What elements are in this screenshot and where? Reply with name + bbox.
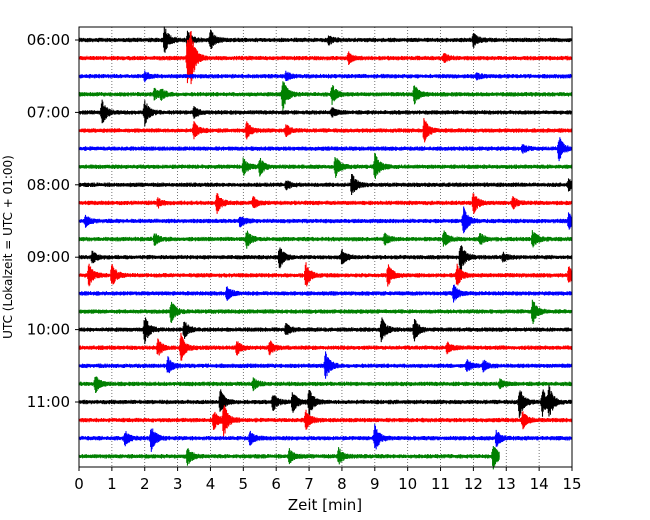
x-tick-label: 11	[431, 475, 450, 493]
x-tick-label: 12	[464, 475, 483, 493]
x-tick-label: 0	[74, 475, 84, 493]
x-tick-label: 15	[562, 475, 581, 493]
x-tick-label: 14	[530, 475, 549, 493]
y-tick-label: 09:00	[27, 248, 70, 266]
x-tick-label: 6	[271, 475, 281, 493]
y-tick-label: 07:00	[27, 103, 70, 121]
x-tick-label: 8	[337, 475, 347, 493]
trace-1145	[78, 445, 500, 470]
x-tick-label: 2	[140, 475, 150, 493]
plot-frame	[78, 26, 573, 468]
x-tick-label: 4	[206, 475, 216, 493]
y-tick-label: 06:00	[27, 31, 70, 49]
trace-0900	[78, 245, 572, 272]
x-tick-label: 3	[173, 475, 183, 493]
traces	[78, 26, 572, 470]
x-tick-label: 9	[370, 475, 380, 493]
y-tick-label: 11:00	[27, 393, 70, 411]
x-tick-label: 5	[239, 475, 249, 493]
x-axis: 0 1 2 3 4 5 6 7 8 9 10 11 12 13 14 15	[74, 467, 582, 493]
x-tick-label: 1	[107, 475, 117, 493]
x-axis-label: Zeit [min]	[288, 496, 362, 514]
trace-1000	[78, 317, 572, 344]
y-tick-label: 10:00	[27, 321, 70, 339]
trace-0645	[78, 81, 572, 112]
y-axis-label: UTC (Lokalzeit = UTC + 01:00)	[1, 155, 15, 339]
x-tick-label: 13	[497, 475, 516, 493]
y-tick-label: 08:00	[27, 176, 70, 194]
y-axis: 06:00 07:00 08:00 09:00 10:00 11:00	[27, 31, 79, 411]
trace-0830	[78, 206, 572, 234]
x-tick-label: 10	[398, 475, 417, 493]
x-tick-label: 7	[304, 475, 314, 493]
